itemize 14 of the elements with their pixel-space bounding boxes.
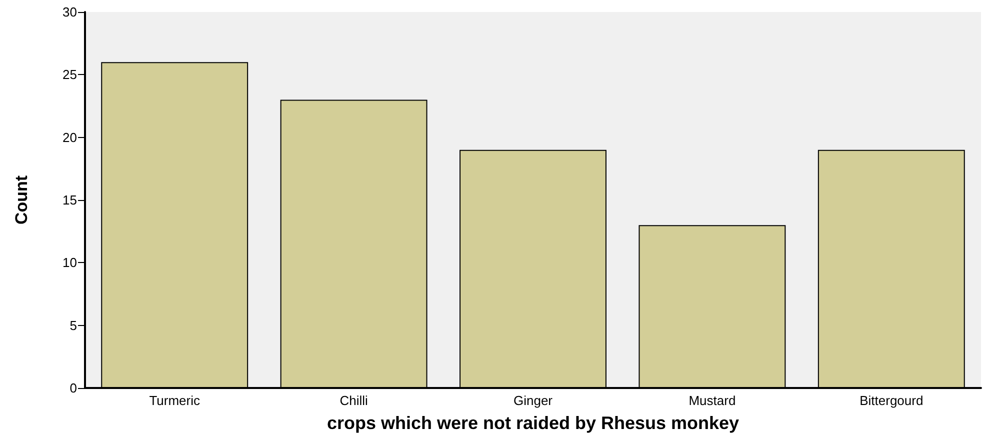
x-tick-label: Chilli: [340, 393, 368, 408]
y-tick-label: 0: [70, 380, 77, 396]
y-tick-label: 20: [62, 130, 77, 145]
y-axis-title: Count: [12, 175, 31, 225]
x-axis-title: crops which were not raided by Rhesus monkey: [326, 413, 740, 433]
y-tick-label: 25: [62, 67, 77, 82]
x-tick-label: Mustard: [688, 393, 736, 408]
y-tick-label: 10: [62, 255, 77, 270]
x-tick-label: Turmeric: [149, 393, 200, 408]
y-tick-label: 30: [62, 4, 77, 20]
x-tick-label: Bittergourd: [860, 393, 924, 408]
y-tick-label: 5: [70, 318, 77, 333]
y-tick-label: 15: [62, 192, 77, 208]
x-tick-label: Ginger: [513, 393, 554, 408]
